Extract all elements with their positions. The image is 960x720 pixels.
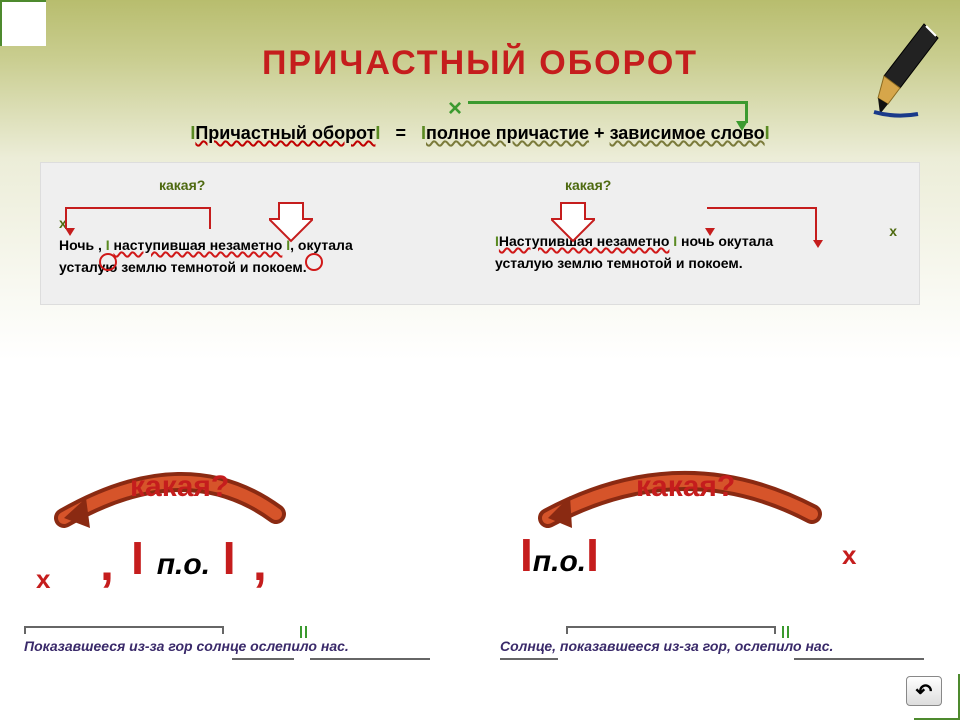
- red-hook-left: [65, 207, 211, 229]
- underline-left-2: [310, 658, 430, 660]
- red-hook-right-down: [815, 207, 817, 241]
- formula-eq: =: [395, 123, 406, 143]
- down-arrow-right: [551, 201, 595, 246]
- slide-title: ПРИЧАСТНЫЙ ОБОРОТ: [0, 0, 960, 83]
- formula-right-a: полное причастие: [426, 123, 589, 143]
- green-hook-arrow: [468, 101, 748, 123]
- underline-right-1: [500, 658, 558, 660]
- sentence-left-po: наступившая незаметно: [114, 237, 283, 253]
- comma-circle-1: [99, 253, 117, 271]
- bar-close-2: I: [765, 123, 770, 143]
- x-small-right: х: [842, 540, 856, 571]
- x-mark: ×: [448, 95, 462, 123]
- example-right: какая? х IНаступившая незаметно I ночь о…: [495, 177, 901, 278]
- schema-comma-l2: ,: [253, 535, 267, 591]
- comma-circle-2: [305, 253, 323, 271]
- example-left: какая? х Ночь , I наступившая незаметно …: [59, 177, 465, 278]
- schema-po-right: п.о.: [533, 545, 586, 578]
- comb-over-left: [24, 626, 224, 632]
- sentence-left: Ночь , I наступившая незаметно I, окутал…: [59, 235, 465, 278]
- corner-decoration-tl: [0, 0, 46, 46]
- nav-back-button[interactable]: ↶: [906, 676, 942, 706]
- schema-left: , I п.о. I ,: [100, 528, 267, 586]
- underline-left-1: [232, 658, 294, 660]
- tick-right-2: [787, 626, 789, 638]
- schema-comma-l1: ,: [100, 535, 114, 591]
- formula-plus: +: [594, 123, 605, 143]
- nav-back-icon: ↶: [916, 679, 933, 704]
- tick-left-1: [300, 626, 302, 638]
- red-hook-right: [707, 207, 817, 229]
- examples-panel: какая? х Ночь , I наступившая незаметно …: [40, 162, 920, 305]
- under-sentence-left: Показавшееся из-за гор солнце ослепило н…: [24, 638, 349, 654]
- schema-right: Iп.о.I: [520, 528, 599, 582]
- x-small-left: х: [36, 564, 50, 595]
- sentence-right-rest: усталую землю темнотой и покоем.: [495, 255, 743, 271]
- big-question-left: какая?: [130, 470, 229, 504]
- underline-right-2: [794, 658, 924, 660]
- comb-over-right: [566, 626, 776, 632]
- question-left: какая?: [159, 177, 465, 193]
- question-right: какая?: [565, 177, 901, 193]
- formula-left: Причастный оборот: [195, 123, 375, 143]
- bar-close-1: I: [375, 123, 380, 143]
- pen-icon: [866, 18, 946, 123]
- down-arrow-left: [269, 201, 313, 246]
- lower-diagram: какая? х , I п.о. I , Показавшееся из-за…: [0, 468, 960, 698]
- under-sentence-right: Солнце, показавшееся из-за гор, ослепило…: [500, 638, 833, 654]
- x-label-right: х: [889, 223, 897, 239]
- sentence-right-mid: ночь окутала: [677, 233, 773, 249]
- sentence-left-pre: Ночь ,: [59, 237, 106, 253]
- big-question-right: какая?: [636, 470, 735, 504]
- sentence-left-rest: усталую землю темнотой и покоем.: [59, 259, 307, 275]
- tick-right-1: [782, 626, 784, 638]
- tick-left-2: [305, 626, 307, 638]
- schema-po-left: п.о.: [157, 548, 210, 581]
- formula-line: IПричастный оборотI = Iполное причастие …: [0, 123, 960, 144]
